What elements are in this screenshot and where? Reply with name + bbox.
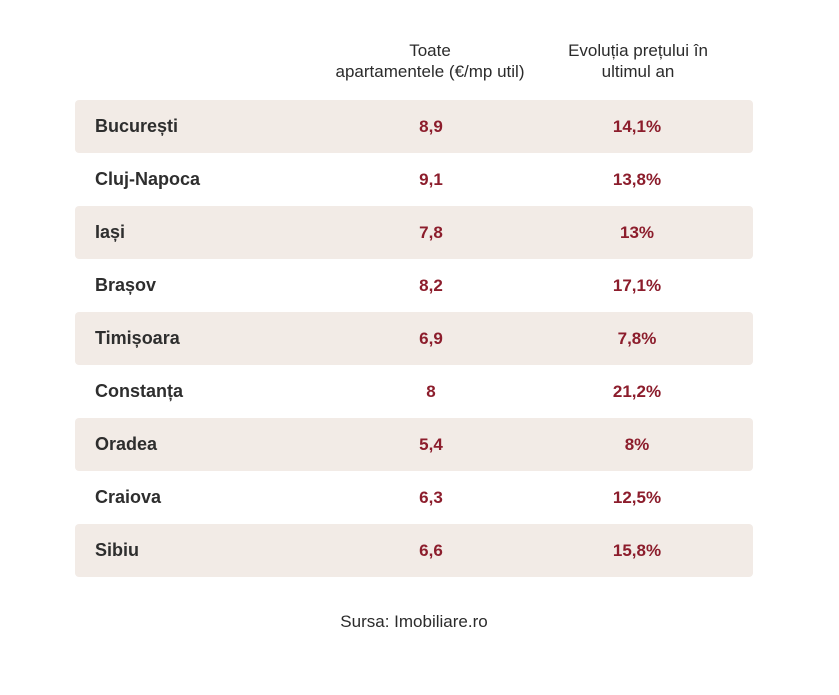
evolution-cell: 13% xyxy=(619,223,655,242)
price-cell: 5,4 xyxy=(419,435,443,454)
price-cell: 6,9 xyxy=(419,329,443,348)
evolution-cell: 7,8% xyxy=(617,329,657,348)
source-note: Sursa: Imobiliare.ro xyxy=(340,612,488,631)
city-cell: Constanța xyxy=(95,381,184,401)
city-cell: Cluj-Napoca xyxy=(95,169,201,189)
table-row: Iași 7,8 13% xyxy=(75,206,753,259)
city-cell: Oradea xyxy=(95,434,158,454)
city-cell: București xyxy=(95,116,179,136)
evolution-cell: 13,8% xyxy=(612,170,662,189)
city-cell: Sibiu xyxy=(95,540,139,560)
city-cell: Iași xyxy=(95,222,126,242)
table-row: Oradea 5,4 8% xyxy=(75,418,753,471)
table-row: Timișoara 6,9 7,8% xyxy=(75,312,753,365)
evolution-cell: 15,8% xyxy=(612,541,662,560)
price-header-line-2: apartamentele (€/mp util) xyxy=(335,62,525,81)
price-cell: 8,9 xyxy=(419,117,443,136)
evolution-cell: 8% xyxy=(624,435,650,454)
table-row: Sibiu 6,6 15,8% xyxy=(75,524,753,577)
table-header: Toate apartamentele (€/mp util) Evoluția… xyxy=(0,40,839,90)
evolution-column-header: Evoluția prețului în ultimul an xyxy=(528,40,748,82)
table-row: București 8,9 14,1% xyxy=(75,100,753,153)
table-row: Brașov 8,2 17,1% xyxy=(75,259,753,312)
price-cell: 6,6 xyxy=(419,541,443,560)
evolution-cell: 14,1% xyxy=(612,117,662,136)
evolution-header-line-1: Evoluția prețului în xyxy=(568,41,708,60)
evolution-cell: 21,2% xyxy=(612,382,662,401)
price-cell: 7,8 xyxy=(419,223,443,242)
table-row: Constanța 8 21,2% xyxy=(75,365,753,418)
city-cell: Timișoara xyxy=(95,328,180,348)
price-cell: 8 xyxy=(426,382,436,401)
price-cell: 6,3 xyxy=(419,488,443,507)
evolution-cell: 12,5% xyxy=(612,488,662,507)
price-column-header: Toate apartamentele (€/mp util) xyxy=(300,40,560,82)
price-cell: 9,1 xyxy=(419,170,443,189)
city-cell: Brașov xyxy=(95,275,157,295)
price-header-line-1: Toate xyxy=(409,41,451,60)
evolution-cell: 17,1% xyxy=(612,276,662,295)
evolution-header-line-2: ultimul an xyxy=(601,62,675,81)
price-cell: 8,2 xyxy=(419,276,443,295)
table-row: Cluj-Napoca 9,1 13,8% xyxy=(75,153,753,206)
price-table: București 8,9 14,1% Cluj-Napoca 9,1 13,8… xyxy=(75,100,753,577)
table-row: Craiova 6,3 12,5% xyxy=(75,471,753,524)
city-cell: Craiova xyxy=(95,487,162,507)
